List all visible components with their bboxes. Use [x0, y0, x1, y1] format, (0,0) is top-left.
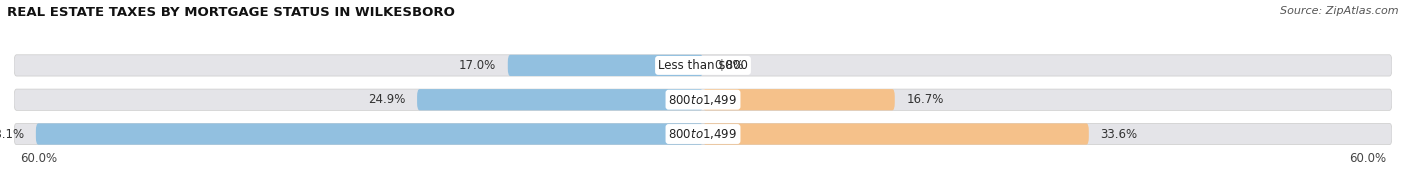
FancyBboxPatch shape	[14, 89, 1392, 110]
Text: 58.1%: 58.1%	[0, 128, 24, 141]
FancyBboxPatch shape	[14, 123, 1392, 145]
FancyBboxPatch shape	[37, 123, 703, 145]
FancyBboxPatch shape	[703, 89, 894, 110]
FancyBboxPatch shape	[418, 89, 703, 110]
Legend: Without Mortgage, With Mortgage: Without Mortgage, With Mortgage	[572, 193, 834, 196]
Text: 0.0%: 0.0%	[714, 59, 744, 72]
Text: Source: ZipAtlas.com: Source: ZipAtlas.com	[1281, 6, 1399, 16]
Text: 60.0%: 60.0%	[20, 152, 56, 165]
Text: 33.6%: 33.6%	[1101, 128, 1137, 141]
Text: 16.7%: 16.7%	[907, 93, 943, 106]
Text: REAL ESTATE TAXES BY MORTGAGE STATUS IN WILKESBORO: REAL ESTATE TAXES BY MORTGAGE STATUS IN …	[7, 6, 456, 19]
Text: 24.9%: 24.9%	[368, 93, 405, 106]
Text: $800 to $1,499: $800 to $1,499	[668, 93, 738, 107]
FancyBboxPatch shape	[14, 55, 1392, 76]
Text: $800 to $1,499: $800 to $1,499	[668, 127, 738, 141]
FancyBboxPatch shape	[508, 55, 703, 76]
Text: 60.0%: 60.0%	[1350, 152, 1386, 165]
FancyBboxPatch shape	[703, 123, 1088, 145]
Text: 17.0%: 17.0%	[460, 59, 496, 72]
Text: Less than $800: Less than $800	[658, 59, 748, 72]
